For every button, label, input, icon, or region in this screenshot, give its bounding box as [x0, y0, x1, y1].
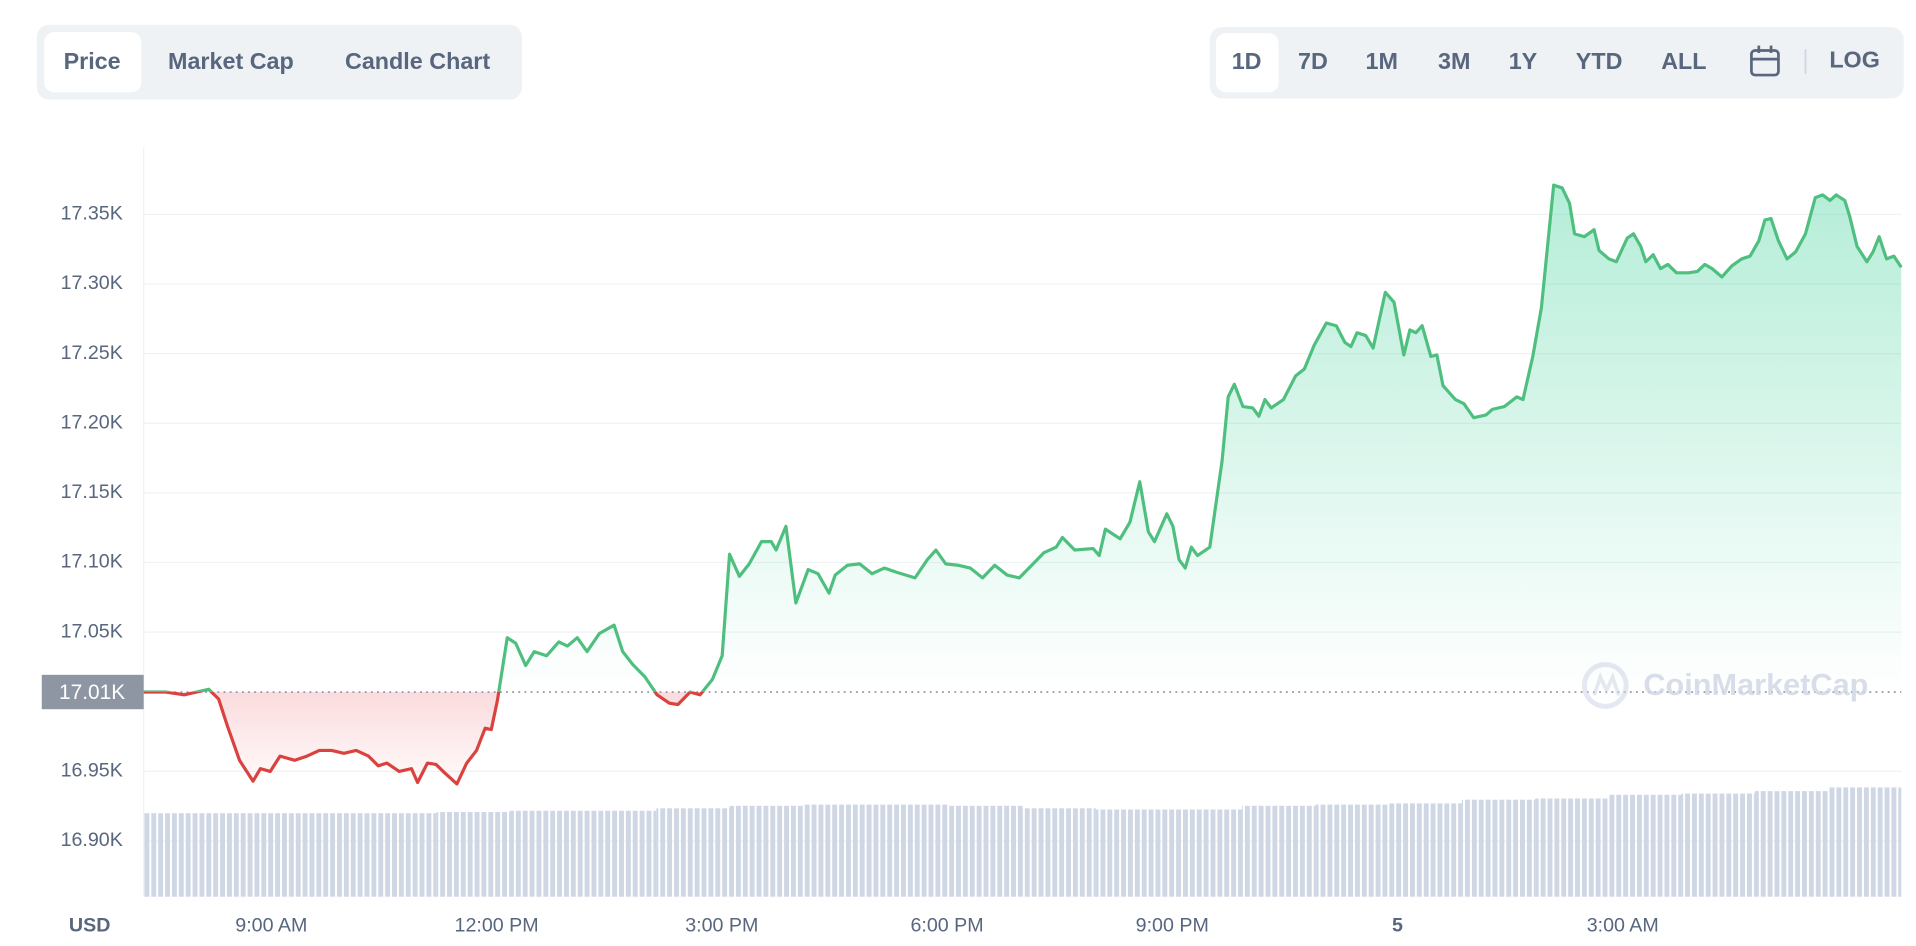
y-tick-label: 17.20K: [61, 411, 123, 433]
volume-bar: [876, 804, 950, 897]
y-tick-label: 17.10K: [61, 551, 123, 573]
x-tick-label: 6:00 PM: [910, 914, 983, 936]
active-tab-bg: [44, 32, 142, 93]
watermark: CoinMarketCap: [1643, 667, 1868, 702]
y-tick-label: 17.30K: [61, 272, 123, 294]
chart-type-tab[interactable]: Market Cap: [168, 48, 294, 74]
range-tab[interactable]: YTD: [1576, 48, 1623, 74]
volume-bar: [656, 808, 730, 897]
area-above: [143, 185, 1902, 693]
range-tab[interactable]: 1M: [1366, 48, 1398, 74]
x-tick-label: 9:00 PM: [1136, 914, 1209, 936]
volume-bar: [802, 804, 877, 897]
logo-mark: [1592, 671, 1621, 696]
y-tick-label: 17.35K: [61, 203, 123, 225]
volume-bar: [1681, 793, 1755, 897]
volume-bar: [290, 813, 364, 897]
volume-bar: [1754, 791, 1829, 897]
range-tab[interactable]: 1Y: [1509, 48, 1538, 74]
volume-bar: [1461, 799, 1536, 897]
volume-bar: [583, 810, 657, 897]
volume-bar: [436, 811, 510, 897]
y-tick-label: 17.15K: [61, 481, 123, 503]
volume-bar: [216, 813, 291, 897]
x-tick-label: 12:00 PM: [455, 914, 539, 936]
range-tab[interactable]: ALL: [1661, 48, 1706, 74]
volume-bar: [1828, 787, 1902, 897]
x-tick-label: 3:00 PM: [685, 914, 758, 936]
price-line-up: [143, 183, 1903, 693]
logo-ring: [1581, 662, 1629, 709]
volume-bar: [1388, 803, 1462, 897]
chart-type-tab[interactable]: Price: [64, 48, 121, 74]
volume-bar: [1535, 798, 1609, 897]
log-button[interactable]: LOG: [1829, 47, 1880, 73]
x-tick-label: 5: [1392, 914, 1403, 936]
volume-bar: [1242, 805, 1316, 897]
chart-type-tabs: [36, 24, 522, 100]
range-tabs: [1209, 27, 1904, 99]
x-tick-label: 3:00 AM: [1587, 914, 1659, 936]
currency-label: USD: [69, 914, 110, 936]
volume-bar: [1168, 809, 1243, 897]
y-tick-label: 16.95K: [61, 760, 123, 782]
baseline-label-bg: [41, 674, 144, 710]
active-range-bg: [1215, 33, 1279, 93]
volume-bar: [1315, 804, 1389, 897]
volume-bar: [1095, 809, 1169, 897]
range-tab[interactable]: 3M: [1438, 48, 1470, 74]
calendar-icon[interactable]: [1750, 45, 1780, 77]
y-tick-label: 16.90K: [61, 829, 123, 851]
range-tab[interactable]: 7D: [1298, 48, 1328, 74]
volume-bar: [363, 813, 437, 897]
x-tick-label: 9:00 AM: [235, 914, 307, 936]
volume-bar: [1608, 794, 1682, 897]
y-tick-label: 17.05K: [61, 620, 123, 642]
volume-bar: [949, 805, 1023, 897]
volume-bar: [729, 805, 803, 897]
watermark-logo: [1581, 662, 1629, 709]
chart-type-tab[interactable]: Candle Chart: [345, 48, 490, 74]
baseline-label: 17.01K: [59, 681, 125, 704]
volume-bar: [509, 810, 584, 897]
price-line-down: [143, 692, 705, 786]
volume-bar: [1022, 808, 1096, 897]
range-tab[interactable]: 1D: [1232, 48, 1262, 74]
volume-bar: [143, 813, 217, 897]
y-tick-label: 17.25K: [61, 342, 123, 364]
area-below: [166, 692, 703, 784]
